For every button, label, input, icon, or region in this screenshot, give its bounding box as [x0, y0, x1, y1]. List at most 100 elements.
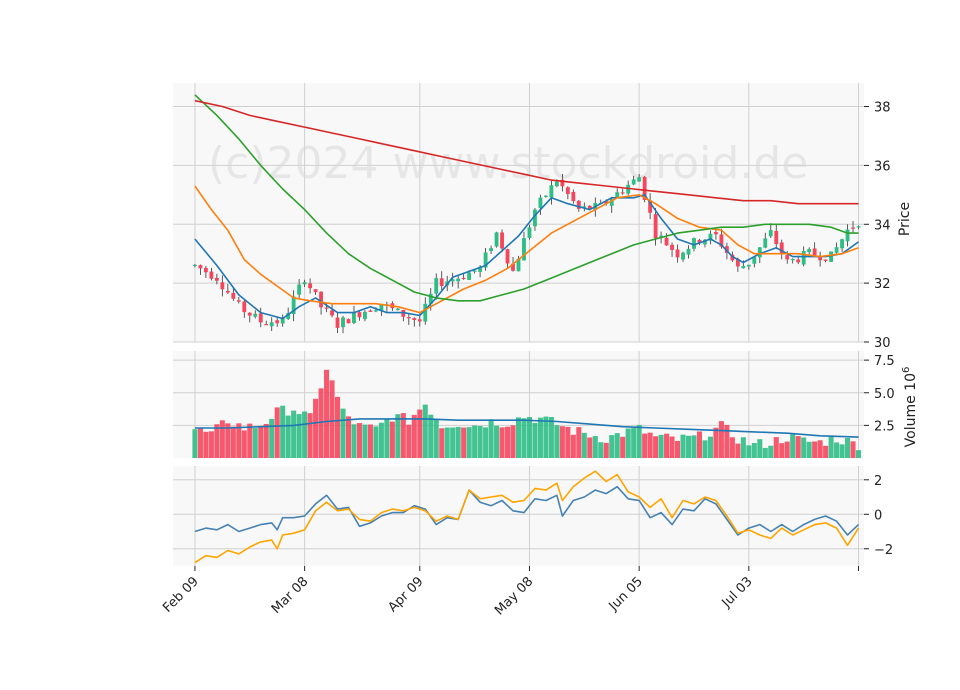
- candle-body: [670, 244, 674, 250]
- candle-body: [297, 284, 302, 295]
- x-tick-label: May 08: [492, 574, 536, 618]
- candle-body: [609, 199, 614, 206]
- volume-bar: [225, 423, 231, 458]
- volume-bar: [483, 427, 489, 458]
- volume-bar: [488, 419, 494, 458]
- volume-bar: [795, 436, 801, 458]
- candle-body: [768, 230, 773, 237]
- volume-bar: [203, 431, 209, 458]
- volume-bar: [285, 415, 291, 458]
- volume-bar: [751, 443, 757, 458]
- volume-bar: [291, 410, 297, 458]
- volume-bar: [554, 425, 560, 458]
- volume-bar: [466, 427, 472, 458]
- x-tick-label: Apr 09: [385, 574, 426, 615]
- volume-bar: [834, 442, 840, 458]
- volume-bar: [422, 404, 428, 458]
- candle-body: [659, 235, 664, 237]
- candle-body: [533, 209, 537, 227]
- volume-bar: [729, 437, 735, 458]
- volume-bar: [812, 441, 818, 458]
- candle-body: [620, 192, 625, 194]
- volume-bar: [406, 424, 412, 458]
- candle-body: [856, 226, 861, 228]
- candle-body: [352, 312, 356, 324]
- candle-body: [319, 291, 323, 308]
- volume-bar: [669, 436, 675, 458]
- candle-body: [571, 191, 576, 202]
- candle-body: [395, 308, 400, 311]
- volume-bar: [647, 432, 653, 458]
- candle-body: [714, 232, 718, 235]
- candle-body: [845, 229, 850, 242]
- volume-bar: [746, 445, 752, 458]
- volume-bar: [373, 426, 379, 458]
- volume-ma-line: [194, 418, 859, 438]
- candle-body: [505, 249, 510, 264]
- candle-body: [264, 324, 269, 326]
- candle-body: [664, 237, 669, 246]
- candle-body: [335, 317, 340, 328]
- volume-bar: [197, 427, 203, 458]
- candle-body: [461, 277, 466, 280]
- oscillator-panel: [173, 466, 864, 566]
- volume-bar: [806, 441, 812, 458]
- candle-body: [818, 257, 823, 261]
- osc-y-tick-label: 2: [874, 474, 882, 489]
- candle-body: [291, 296, 296, 315]
- volume-y-tick-label: 5.0: [874, 387, 895, 402]
- candle-body: [752, 257, 757, 264]
- volume-bar: [302, 411, 308, 458]
- candle-body: [527, 227, 532, 238]
- volume-bar: [718, 421, 724, 458]
- volume-bar: [685, 435, 692, 458]
- volume-bar: [543, 416, 549, 458]
- candle-body: [363, 311, 367, 320]
- volume-bar: [395, 414, 401, 458]
- candle-body: [489, 248, 493, 251]
- volume-bar: [559, 426, 565, 458]
- volume-bar: [378, 422, 384, 458]
- candle-body: [214, 277, 219, 281]
- volume-bar: [631, 428, 637, 458]
- x-tick-label: Mar 08: [269, 574, 312, 617]
- volume-bar: [609, 435, 615, 458]
- candle-body: [544, 195, 548, 197]
- volume-bar: [784, 441, 790, 458]
- volume-bar: [444, 427, 450, 458]
- candle-body: [565, 187, 570, 194]
- candle-body: [275, 320, 280, 324]
- candle-body: [653, 214, 658, 239]
- candle-body: [648, 200, 653, 213]
- oscillator-series: [194, 470, 860, 564]
- volume-bar: [367, 424, 373, 458]
- volume-bar: [521, 418, 527, 458]
- candle-body: [346, 319, 351, 324]
- candle-body: [417, 319, 422, 322]
- volume-bar: [642, 433, 648, 458]
- volume-bar: [329, 380, 335, 458]
- candle-body: [313, 289, 318, 293]
- candle-body: [428, 293, 433, 304]
- volume-bar: [313, 398, 319, 458]
- volume-series: [192, 369, 862, 458]
- volume-bar: [400, 413, 406, 458]
- candle-body: [434, 278, 439, 294]
- volume-bar: [724, 424, 730, 458]
- candle-body: [834, 247, 839, 253]
- candle-body: [554, 181, 559, 187]
- candle-body: [681, 252, 685, 260]
- volume-bar: [428, 414, 434, 458]
- candle-body: [774, 230, 779, 245]
- candle-body: [703, 239, 707, 245]
- volume-bar: [740, 437, 746, 458]
- price-ma-line-3: [194, 94, 859, 302]
- price-y-tick-label: 30: [874, 336, 891, 351]
- candle-body: [198, 265, 203, 269]
- volume-bar: [499, 427, 505, 458]
- candle-body: [642, 176, 647, 200]
- volume-bar: [855, 450, 862, 458]
- volume-bar: [263, 423, 269, 458]
- volume-bar: [707, 436, 713, 458]
